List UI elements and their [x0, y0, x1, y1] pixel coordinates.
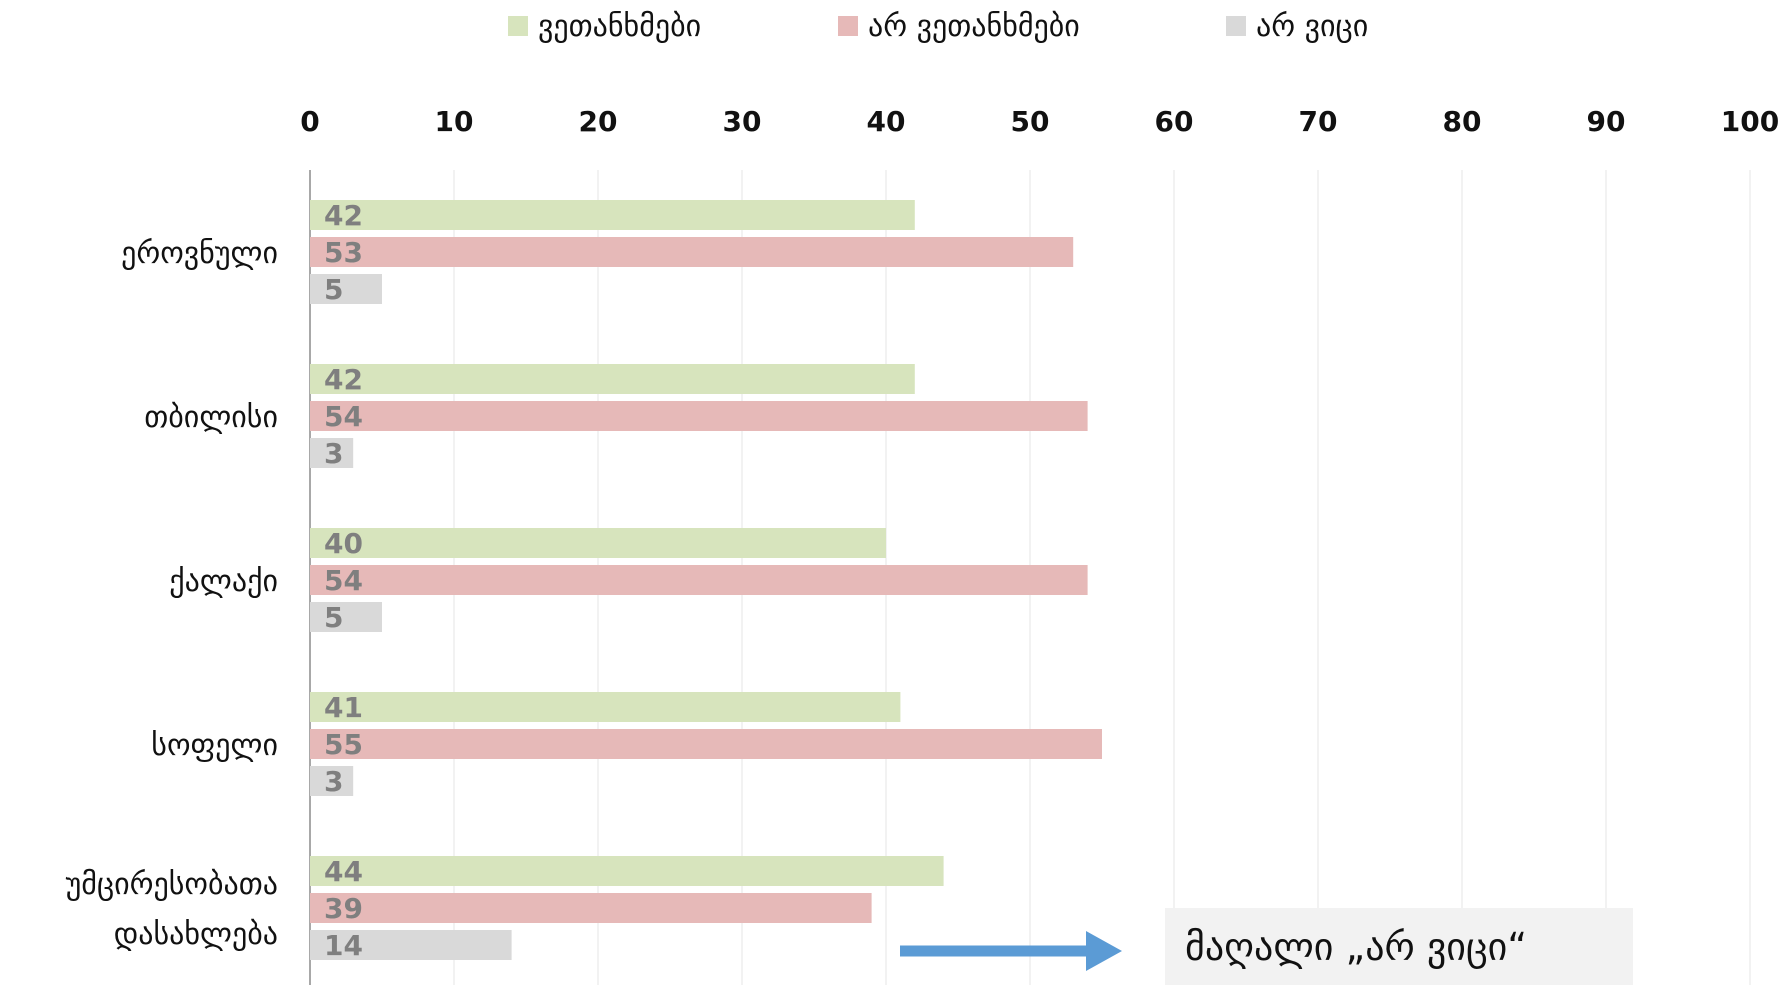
category-label: უმცირესობათა დასახლება: [66, 867, 278, 952]
bar: [310, 438, 354, 468]
data-label: 53: [324, 236, 363, 269]
legend-label: არ ვეთანხმები: [868, 9, 1080, 44]
x-tick-label: 10: [435, 105, 474, 138]
bar: [310, 766, 354, 796]
bar: [310, 602, 382, 632]
x-tick-label: 90: [1587, 105, 1626, 138]
bar: [310, 692, 901, 722]
data-label: 54: [324, 400, 363, 433]
bar: [310, 364, 915, 394]
bar: [310, 200, 915, 230]
data-label: 3: [324, 437, 343, 470]
bar: [310, 856, 944, 886]
data-label: 14: [324, 929, 363, 962]
bar: [310, 401, 1088, 431]
legend-label: ვეთანხმები: [538, 9, 701, 44]
legend-item: არ ვეთანხმები: [838, 9, 1080, 44]
x-tick-label: 100: [1721, 105, 1779, 138]
category-label: თბილისი: [144, 400, 278, 435]
legend-label: არ ვიცი: [1256, 9, 1368, 44]
bar: [310, 930, 512, 960]
bar: [310, 528, 886, 558]
x-tick-label: 40: [867, 105, 906, 138]
bar: [310, 729, 1102, 759]
legend-item: ვეთანხმები: [508, 9, 701, 44]
annotation-arrow: [900, 931, 1122, 971]
x-tick-label: 20: [579, 105, 618, 138]
legend-swatch: [1226, 16, 1246, 36]
category-label: ეროვნული: [121, 236, 278, 271]
bar: [310, 237, 1074, 267]
data-label: 3: [324, 765, 343, 798]
category-label: სოფელი: [151, 728, 278, 763]
x-tick-label: 50: [1011, 105, 1050, 138]
x-axis-ticks: 0 10 20 30 40 50 60 70 80 90 100: [300, 105, 1779, 138]
data-label: 39: [324, 892, 363, 925]
data-label: 5: [324, 273, 343, 306]
arrow-head: [1086, 931, 1122, 971]
legend-item: არ ვიცი: [1226, 9, 1368, 44]
annotation-callout-text: მაღალი „არ ვიცი“: [1185, 924, 1528, 969]
x-tick-label: 70: [1299, 105, 1338, 138]
category-labels: ეროვნული თბილისი ქალაქი სოფელი უმცირესობათა დ…: [66, 236, 278, 952]
legend-swatch: [838, 16, 858, 36]
data-label: 55: [324, 728, 363, 761]
data-label: 40: [324, 527, 363, 560]
bar: [310, 274, 382, 304]
data-label: 44: [324, 855, 363, 888]
data-label: 42: [324, 199, 363, 232]
x-tick-label: 0: [300, 105, 319, 138]
x-tick-label: 80: [1443, 105, 1482, 138]
x-tick-label: 30: [723, 105, 762, 138]
data-label: 54: [324, 564, 363, 597]
data-labels: 42 53 5 42 54 3 40 54 5 41 55 3 44 39 14: [324, 199, 363, 962]
x-tick-label: 60: [1155, 105, 1194, 138]
data-label: 41: [324, 691, 363, 724]
data-label: 5: [324, 601, 343, 634]
category-label: ქალაქი: [169, 564, 278, 599]
legend-swatch: [508, 16, 528, 36]
bar: [310, 565, 1088, 595]
data-label: 42: [324, 363, 363, 396]
bar: [310, 893, 872, 923]
annotation-callout-box: მაღალი „არ ვიცი“: [1165, 908, 1633, 985]
bars: [310, 200, 1102, 960]
legend: ვეთანხმები არ ვეთანხმები არ ვიცი: [508, 9, 1368, 44]
